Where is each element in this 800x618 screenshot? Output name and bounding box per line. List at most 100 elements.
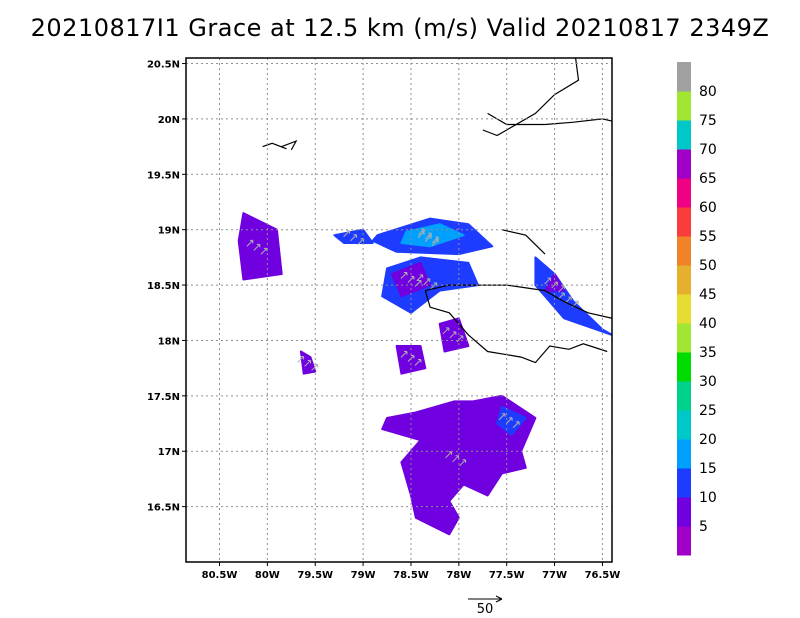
wind-arrow <box>350 234 358 242</box>
colorbar-label: 55 <box>699 229 717 245</box>
wind-arrow <box>445 451 453 459</box>
lat-label: 19.5N <box>147 170 180 181</box>
coastline-4 <box>482 58 580 137</box>
colorbar-swatch <box>677 439 691 469</box>
lat-label: 20N <box>158 115 180 126</box>
wind-region-10 <box>381 394 537 536</box>
coastlines <box>262 58 612 364</box>
lon-label: 80W <box>255 570 280 581</box>
colorbar-label: 5 <box>699 519 708 535</box>
wind-arrow <box>416 274 424 282</box>
wind-arrow <box>343 230 351 238</box>
wind-arrow <box>557 292 565 300</box>
wind-arrow <box>505 417 513 425</box>
coastline-6 <box>281 139 298 151</box>
wind-arrow <box>260 247 268 255</box>
lon-label: 79W <box>351 570 376 581</box>
lat-lon-grid <box>186 58 612 562</box>
colorbar-swatch <box>677 265 691 295</box>
wind-arrow <box>423 278 431 286</box>
wind-regions <box>237 212 612 536</box>
lat-label: 20.5N <box>147 60 180 71</box>
lon-label: 77W <box>542 570 567 581</box>
coastline-0 <box>501 229 546 255</box>
colorbar-swatch <box>677 91 691 121</box>
wind-arrow <box>400 272 408 279</box>
colorbar-label: 25 <box>699 403 717 419</box>
longitude-labels: 80.5W 80W 79.5W 79W 78.5W 78W 77.5W 77W 76.5W <box>202 562 621 581</box>
wind-region-7 <box>333 228 374 244</box>
colorbar-label: 70 <box>699 142 717 158</box>
colorbar-label: 60 <box>699 200 717 216</box>
wind-arrow <box>304 359 312 367</box>
coastline-1 <box>425 284 612 319</box>
colorbar-swatch <box>677 468 691 498</box>
reference-vector: 50 <box>468 595 503 617</box>
lat-label: 16.5N <box>147 503 180 514</box>
colorbar-swatch <box>677 294 691 324</box>
colorbar-swatch <box>677 410 691 440</box>
colorbar-swatch <box>677 497 691 527</box>
colorbar: 5 10 15 20 25 30 35 40 45 50 55 60 65 70 75 80 <box>677 62 717 556</box>
colorbar-swatch <box>677 178 691 208</box>
colorbar-swatch <box>677 149 691 179</box>
wind-arrow <box>498 413 506 421</box>
colorbar-label: 40 <box>699 316 717 332</box>
coastline-2 <box>424 290 608 364</box>
colorbar-swatch <box>677 207 691 237</box>
colorbar-label: 30 <box>699 374 717 390</box>
reference-vector-label: 50 <box>477 602 494 617</box>
wind-arrow <box>431 236 439 244</box>
wind-arrow <box>417 228 425 236</box>
wind-arrow <box>400 350 408 358</box>
lat-label: 17N <box>158 447 180 458</box>
lon-label: 77.5W <box>489 570 525 581</box>
colorbar-swatch <box>677 526 691 556</box>
wind-arrow <box>459 459 467 467</box>
colorbar-label: 45 <box>699 287 717 303</box>
latitude-labels: 20.5N 20N 19.5N 19N 18.5N 18N 17.5N 17N 16.5N <box>147 60 186 514</box>
wind-arrow <box>246 239 254 247</box>
wind-arrow <box>442 327 450 335</box>
lon-label: 78W <box>446 570 471 581</box>
wind-region-6 <box>544 273 566 292</box>
colorbar-label: 75 <box>699 113 717 129</box>
coastline-5 <box>262 142 287 150</box>
colorbar-swatch <box>677 323 691 353</box>
wind-region-5 <box>534 256 612 336</box>
coastline-3 <box>487 112 612 126</box>
reference-arrow-head <box>495 595 503 603</box>
colorbar-swatch <box>677 352 691 382</box>
wind-arrow <box>558 285 566 293</box>
colorbar-label: 35 <box>699 345 717 361</box>
lat-label: 18.5N <box>147 281 180 292</box>
lon-label: 78.5W <box>393 570 429 581</box>
wind-arrow <box>253 243 261 251</box>
lat-label: 19N <box>158 226 180 237</box>
colorbar-swatch <box>677 236 691 266</box>
plot-frame <box>185 57 613 563</box>
colorbar-label: 50 <box>699 258 717 274</box>
wind-arrow <box>449 331 457 339</box>
colorbar-label: 15 <box>699 461 717 477</box>
wind-region-8 <box>438 317 470 353</box>
colorbar-label: 20 <box>699 432 717 448</box>
colorbar-label: 80 <box>699 84 717 100</box>
lat-label: 18N <box>158 336 180 347</box>
lon-label: 79.5W <box>297 570 333 581</box>
colorbar-swatch <box>677 120 691 150</box>
wind-arrow <box>424 232 432 240</box>
wind-arrow <box>414 358 422 366</box>
lon-label: 76.5W <box>585 570 621 581</box>
colorbar-label: 65 <box>699 171 717 187</box>
chart-title: 20210817I1 Grace at 12.5 km (m/s) Valid … <box>30 14 770 42</box>
wind-arrow <box>297 355 305 363</box>
wind-arrow <box>544 277 552 285</box>
lon-label: 80.5W <box>202 570 238 581</box>
colorbar-swatch <box>677 62 691 92</box>
colorbar-swatch <box>677 381 691 411</box>
colorbar-label: 10 <box>699 490 717 506</box>
wind-arrow <box>512 421 520 429</box>
wind-arrow <box>414 280 422 287</box>
